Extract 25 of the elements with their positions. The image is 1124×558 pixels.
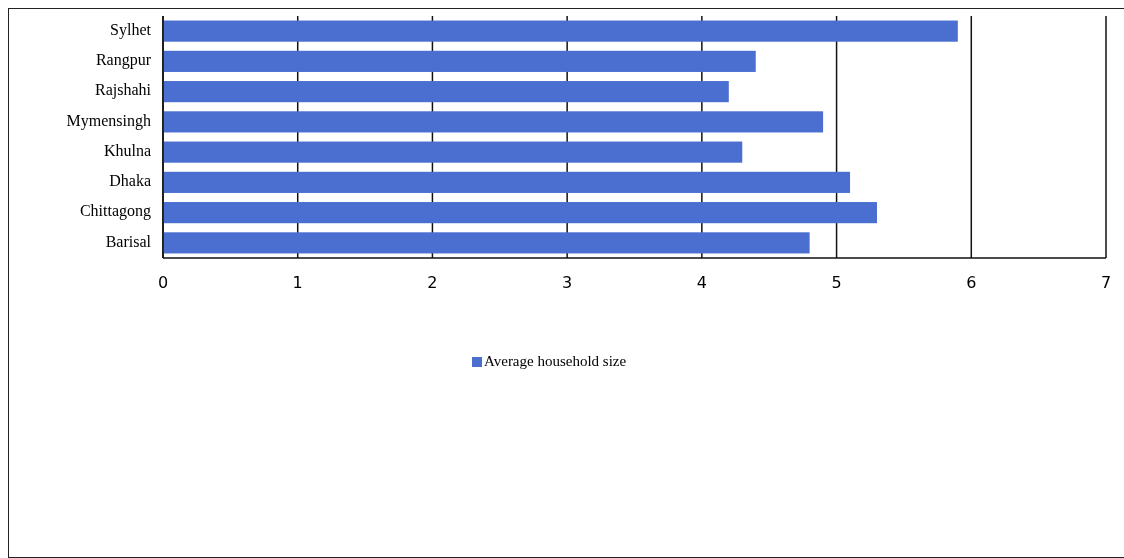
y-tick-label: Mymensingh	[66, 111, 151, 130]
bar	[163, 171, 851, 193]
x-tick-label: 4	[696, 273, 707, 292]
y-tick-label: Rangpur	[95, 51, 152, 70]
bar	[163, 232, 810, 254]
y-tick-label: Rajshahi	[95, 81, 152, 100]
y-tick-label: Khulna	[103, 141, 151, 159]
bar	[163, 111, 824, 133]
bar	[163, 81, 729, 103]
y-tick-label: Chittagong	[79, 202, 151, 221]
y-tick-label: Dhaka	[109, 172, 151, 190]
bar	[163, 202, 877, 224]
legend-label: Average household size	[484, 353, 627, 370]
x-tick-label: 5	[831, 273, 842, 292]
y-tick-label: Barisal	[105, 232, 152, 250]
x-tick-label: 7	[1100, 273, 1112, 292]
x-tick-label: 0	[157, 273, 169, 292]
x-tick-label: 3	[562, 273, 573, 292]
x-tick-label: 6	[966, 273, 977, 292]
bar	[163, 141, 743, 163]
x-tick-label: 1	[292, 273, 303, 292]
bar	[163, 50, 756, 72]
bar	[163, 20, 958, 42]
x-tick-label: 2	[427, 273, 438, 292]
y-tick-label: Sylhet	[110, 20, 152, 39]
